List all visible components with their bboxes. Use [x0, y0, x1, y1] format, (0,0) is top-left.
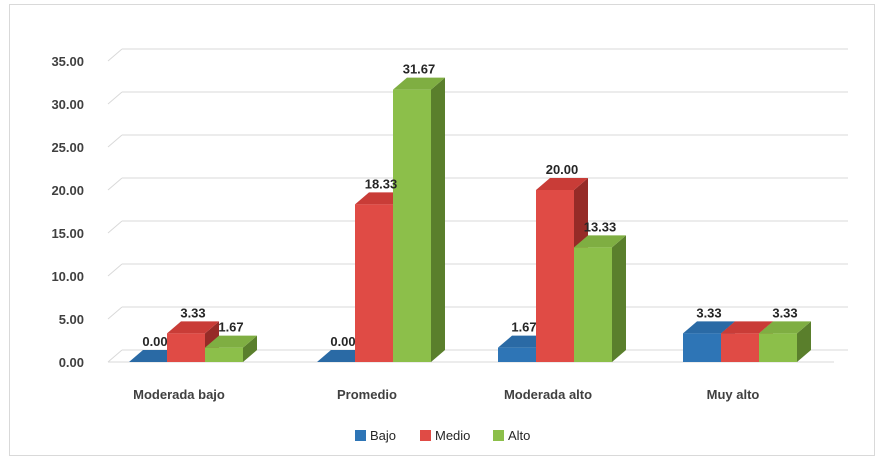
gridline-depth [107, 134, 123, 148]
bar-alto [205, 347, 243, 362]
bar-top [574, 235, 626, 248]
bar-medio [167, 333, 205, 362]
data-label: 1.67 [218, 320, 243, 335]
data-label: 1.67 [511, 320, 536, 335]
bar-alto [759, 333, 797, 362]
bar-medio [355, 204, 393, 362]
x-category-label: Promedio [337, 387, 397, 402]
y-tick-label: 35.00 [51, 54, 84, 69]
bar-medio [721, 333, 759, 362]
legend-swatch-alto [493, 430, 504, 441]
data-label: 31.67 [403, 62, 436, 77]
bar-medio [536, 190, 574, 362]
y-tick-label: 20.00 [51, 183, 84, 198]
x-category-label: Muy alto [707, 387, 760, 402]
gridline-depth [107, 220, 123, 234]
data-label: 20.00 [546, 162, 579, 177]
data-label: 13.33 [584, 219, 617, 234]
gridline-depth [107, 306, 123, 320]
gridline-depth [107, 48, 123, 62]
bar-top [683, 321, 735, 334]
y-tick-label: 10.00 [51, 269, 84, 284]
x-category-label: Moderada alto [504, 387, 592, 402]
bar-top [167, 321, 219, 334]
y-tick-label: 0.00 [59, 355, 84, 370]
y-tick-label: 15.00 [51, 226, 84, 241]
bar-side [612, 235, 626, 362]
legend: Bajo Medio Alto [355, 428, 530, 443]
gridline-depth [107, 91, 123, 105]
data-label: 3.33 [772, 305, 797, 320]
bar-side [797, 321, 811, 362]
legend-label: Medio [435, 428, 470, 443]
gridline-depth [107, 177, 123, 191]
bar-top [721, 321, 773, 334]
bar-bajo [498, 347, 536, 362]
bar-side [431, 77, 445, 362]
x-category-label: Moderada bajo [133, 387, 225, 402]
bar-alto [574, 247, 612, 362]
gridline-depth [107, 349, 123, 363]
gridlines [107, 48, 848, 363]
bars [129, 77, 811, 362]
data-label: 3.33 [696, 305, 721, 320]
data-label: 3.33 [180, 305, 205, 320]
bar-side [243, 335, 257, 362]
data-labels: 0.00 3.33 1.67 0.00 18.33 31.67 1.67 20.00 13.33… [142, 62, 797, 349]
bar-top [393, 77, 445, 90]
y-axis-ticks: 0.00 5.00 10.00 15.00 20.00 25.00 30.00 35.00 [51, 54, 84, 370]
y-tick-label: 5.00 [59, 312, 84, 327]
y-tick-label: 30.00 [51, 97, 84, 112]
y-tick-label: 25.00 [51, 140, 84, 155]
data-label: 0.00 [142, 334, 167, 349]
bar-top [759, 321, 811, 334]
data-label: 0.00 [330, 334, 355, 349]
legend-label: Alto [508, 428, 530, 443]
x-axis-categories: Moderada bajo Promedio Moderada alto Muy al… [133, 387, 759, 402]
legend-label: Bajo [370, 428, 396, 443]
legend-swatch-bajo [355, 430, 366, 441]
bar-bajo [683, 333, 721, 362]
bar-top [205, 335, 257, 348]
bar-alto [393, 89, 431, 362]
gridline-depth [107, 263, 123, 277]
legend-swatch-medio [420, 430, 431, 441]
bar-top [536, 178, 588, 190]
data-label: 18.33 [365, 176, 398, 191]
